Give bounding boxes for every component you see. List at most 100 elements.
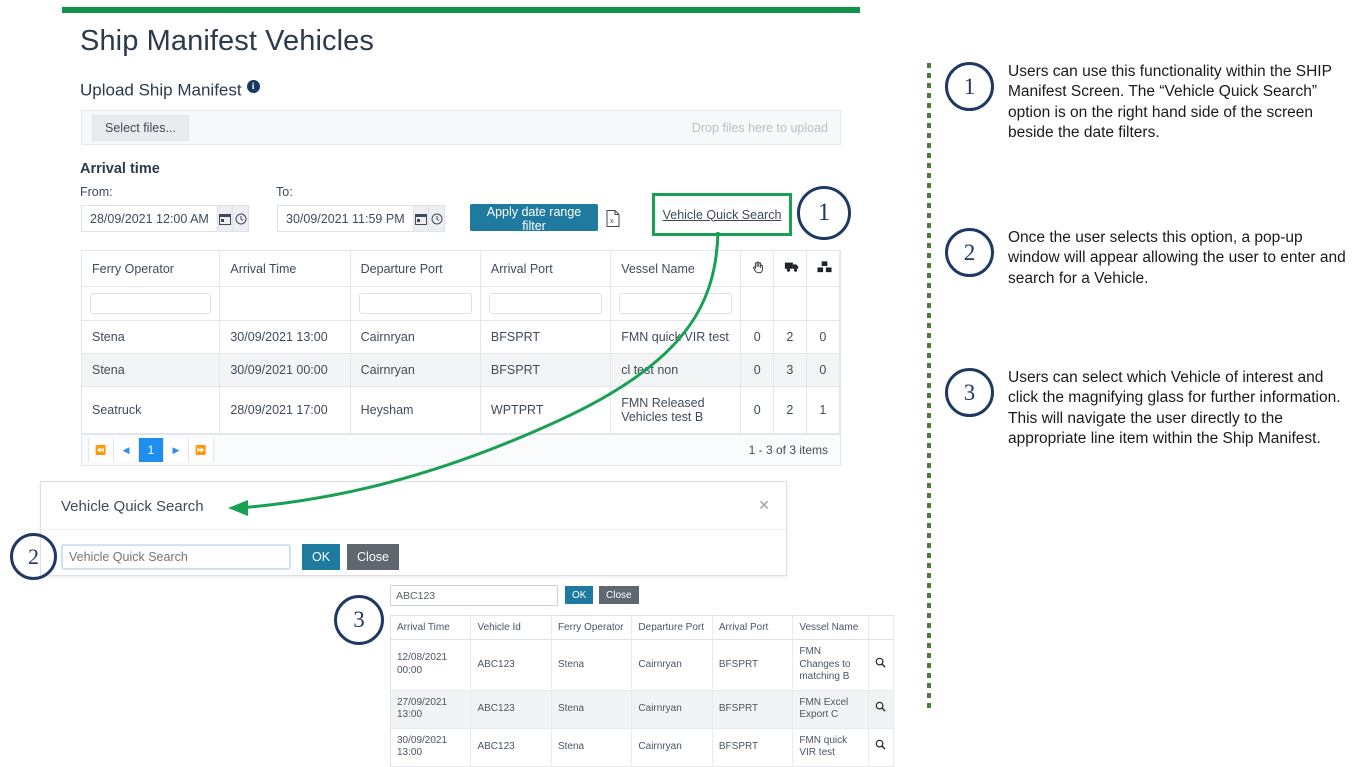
results-cell-vehicle-id: ABC123 [470, 639, 552, 691]
column-header-vessel-name[interactable]: Vessel Name [610, 251, 742, 287]
results-cell-ferry-operator: Stena [551, 690, 633, 729]
results-cell-ferry-operator: Stena [551, 728, 633, 767]
filter-cell-departure-port[interactable] [350, 286, 481, 321]
filter-cell-truck [773, 286, 807, 321]
excel-export-icon[interactable]: x [604, 208, 622, 228]
filter-input-arrival-port[interactable] [488, 293, 603, 314]
dialog-ok-button[interactable]: OK [302, 544, 340, 570]
clock-icon[interactable] [428, 206, 444, 231]
dialog-close-button[interactable]: Close [347, 544, 399, 570]
results-cell-departure-port: Cairnryan [631, 639, 713, 691]
cell-arrival-port: BFSPRT [480, 320, 612, 354]
filter-cell-boxes [806, 286, 841, 321]
vehicle-quick-search-link[interactable]: Vehicle Quick Search [662, 207, 782, 222]
grid-filter-row [82, 286, 841, 321]
results-column-ferry-operator: Ferry Operator [551, 615, 633, 640]
column-header-hand-icon[interactable] [740, 251, 775, 287]
results-cell-vehicle-id: ABC123 [470, 728, 552, 767]
list-item[interactable]: 30/09/2021 13:00 ABC123 Stena Cairnryan … [390, 728, 895, 767]
grid-pager: ⏪ ◀ 1 ▶ ⏩ 1 - 3 of 3 items [82, 434, 840, 465]
to-label: To: [276, 185, 293, 199]
note-number-2: 2 [945, 228, 994, 277]
clock-icon[interactable] [232, 206, 248, 231]
cell-hand-count: 0 [740, 386, 775, 434]
magnifier-icon[interactable] [868, 728, 895, 767]
results-cell-arrival-time: 30/09/2021 13:00 [390, 728, 472, 767]
list-item[interactable]: 12/08/2021 00:00 ABC123 Stena Cairnryan … [390, 639, 895, 691]
select-files-button[interactable]: Select files... [92, 114, 189, 141]
results-ok-button[interactable]: OK [565, 586, 594, 604]
results-column-vessel-name: Vessel Name [792, 615, 869, 640]
magnifier-icon[interactable] [868, 639, 895, 691]
cell-vessel-name: cl test non [610, 353, 742, 387]
pager-first-button[interactable]: ⏪ [88, 438, 114, 462]
cell-hand-count: 0 [740, 353, 775, 387]
results-close-button[interactable]: Close [599, 586, 639, 604]
vehicle-quick-search-dialog: Vehicle Quick Search ✕ OK Close [40, 481, 787, 576]
annotation-note-3: 3 Users can select which Vehicle of inte… [945, 368, 1355, 450]
cell-departure-port: Heysham [350, 386, 481, 434]
magnifier-icon[interactable] [868, 690, 895, 729]
results-cell-arrival-time: 12/08/2021 00:00 [390, 639, 472, 691]
filter-cell-arrival-time [219, 286, 351, 321]
cell-arrival-time: 30/09/2021 00:00 [219, 353, 351, 387]
apply-date-range-filter-button[interactable]: Apply date range filter [470, 204, 598, 233]
results-cell-arrival-port: BFSPRT [712, 728, 794, 767]
close-icon[interactable]: ✕ [758, 497, 770, 513]
filter-cell-vessel-name[interactable] [610, 286, 742, 321]
cell-arrival-port: WPTPRT [480, 386, 612, 434]
note-text-3: Users can select which Vehicle of intere… [1008, 369, 1341, 448]
column-header-boxes-icon[interactable] [806, 251, 841, 287]
results-cell-vessel-name: FMN quick VIR test [792, 728, 869, 767]
results-cell-vehicle-id: ABC123 [470, 690, 552, 729]
cell-truck-count: 2 [773, 320, 807, 354]
table-row[interactable]: Stena 30/09/2021 00:00 Cairnryan BFSPRT … [82, 353, 841, 387]
table-row[interactable]: Stena 30/09/2021 13:00 Cairnryan BFSPRT … [82, 320, 841, 354]
list-item[interactable]: 27/09/2021 13:00 ABC123 Stena Cairnryan … [390, 690, 895, 729]
callout-marker-1: 1 [797, 186, 851, 240]
file-dropzone[interactable]: Select files... Drop files here to uploa… [81, 110, 841, 145]
ship-manifest-grid: Ferry Operator Arrival Time Departure Po… [81, 250, 841, 466]
cell-vessel-name: FMN Released Vehicles test B [610, 386, 742, 434]
vehicle-quick-search-input[interactable] [61, 544, 291, 570]
column-header-ferry-operator[interactable]: Ferry Operator [82, 251, 221, 287]
filter-input-vessel-name[interactable] [619, 293, 733, 314]
cell-departure-port: Cairnryan [350, 320, 481, 354]
cell-arrival-time: 30/09/2021 13:00 [219, 320, 351, 354]
calendar-icon[interactable] [216, 206, 233, 231]
cell-truck-count: 3 [773, 353, 807, 387]
upload-section-label: Upload Ship Manifest i [80, 80, 260, 101]
pager-page-1-button[interactable]: 1 [139, 438, 164, 462]
filter-input-ferry-operator[interactable] [90, 293, 212, 314]
cell-ferry-operator: Seatruck [82, 386, 221, 434]
calendar-icon[interactable] [412, 206, 429, 231]
from-datetime-value: 28/09/2021 12:00 AM [90, 211, 209, 226]
filter-input-departure-port[interactable] [358, 293, 472, 314]
results-cell-vessel-name: FMN Changes to matching B [792, 639, 869, 691]
top-accent-bar [62, 7, 860, 13]
page-title: Ship Manifest Vehicles [80, 25, 374, 57]
info-icon[interactable]: i [246, 80, 260, 93]
column-header-arrival-time[interactable]: Arrival Time [219, 251, 351, 287]
cell-truck-count: 2 [773, 386, 807, 434]
upload-section-text: Upload Ship Manifest [80, 80, 242, 100]
column-header-departure-port[interactable]: Departure Port [350, 251, 481, 287]
cell-hand-count: 0 [740, 320, 775, 354]
to-datetime-field[interactable]: 30/09/2021 11:59 PM [277, 205, 445, 232]
from-datetime-field[interactable]: 28/09/2021 12:00 AM [81, 205, 249, 232]
filter-cell-arrival-port[interactable] [480, 286, 612, 321]
pager-prev-button[interactable]: ◀ [114, 438, 139, 462]
drop-files-hint: Drop files here to upload [691, 120, 828, 135]
from-label: From: [80, 185, 113, 199]
pager-last-button[interactable]: ⏩ [189, 438, 214, 462]
pager-next-button[interactable]: ▶ [164, 438, 189, 462]
cell-arrival-port: BFSPRT [480, 353, 612, 387]
column-header-arrival-port[interactable]: Arrival Port [480, 251, 612, 287]
table-row[interactable]: Seatruck 28/09/2021 17:00 Heysham WPTPRT… [82, 386, 841, 434]
results-search-input[interactable] [390, 585, 558, 606]
results-column-arrival-time: Arrival Time [390, 615, 472, 640]
vehicle-search-results-grid: Arrival Time Vehicle Id Ferry Operator D… [390, 615, 895, 767]
column-header-truck-icon[interactable] [773, 251, 807, 287]
annotation-note-1: 1 Users can use this functionality withi… [945, 62, 1355, 144]
filter-cell-ferry-operator[interactable] [82, 286, 221, 321]
